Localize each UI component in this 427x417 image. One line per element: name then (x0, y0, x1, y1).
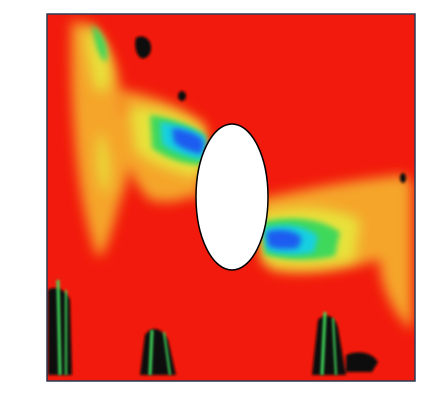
obstacle-ellipse (196, 124, 268, 270)
field-region (47, 14, 415, 381)
